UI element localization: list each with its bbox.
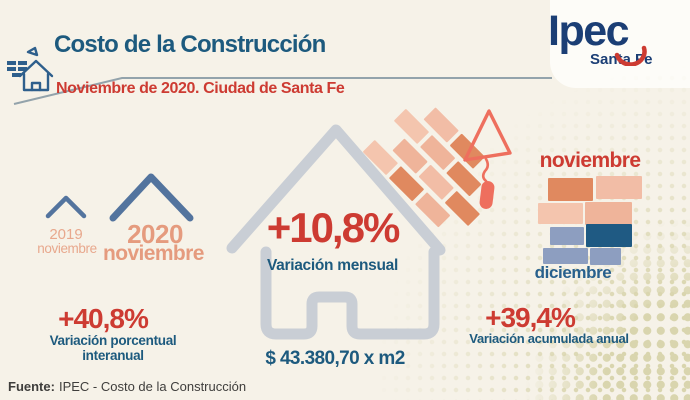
brick <box>548 178 593 201</box>
trowel-icon <box>463 109 512 209</box>
curr-year-label: 2020 <box>127 219 183 249</box>
brick <box>586 224 632 247</box>
curr-month-label: noviembre <box>103 242 204 265</box>
house-construction-icon <box>7 46 54 92</box>
month-diciembre-label: diciembre <box>534 263 612 282</box>
accumulated-variation-value: +39,4% <box>485 302 576 333</box>
roof-2019-icon <box>45 195 87 219</box>
page-subtitle: Noviembre de 2020. Ciudad de Santa Fe <box>56 80 345 97</box>
brick <box>590 248 621 265</box>
roof-2020-icon <box>109 173 194 222</box>
house-walls-door <box>260 246 440 340</box>
ipec-logo-text: Ipec <box>548 7 630 55</box>
source-text: IPEC - Costo de la Construcción <box>58 379 247 394</box>
interannual-variation-caption: Variación porcentual interanual <box>49 333 177 363</box>
brick <box>543 248 588 264</box>
interannual-variation-value: +40,8% <box>58 303 149 334</box>
brick <box>585 202 632 225</box>
prev-year-label: 2019 <box>49 226 83 243</box>
page-title: Costo de la Construcción <box>54 31 326 58</box>
brick <box>538 203 583 224</box>
ipec-logo-red-arc-icon <box>614 45 647 66</box>
year-roofs-icon <box>45 173 194 222</box>
prev-month-label: noviembre <box>37 241 97 256</box>
month-noviembre-label: noviembre <box>539 149 641 172</box>
monthly-variation-caption: Variación mensual <box>266 257 399 274</box>
ipec-logo-wordmark: Ipec <box>548 7 680 66</box>
house-outline-graphic <box>226 124 446 340</box>
source-label: Fuente: <box>8 379 55 394</box>
header-divider <box>13 77 552 105</box>
source-note: Fuente: IPEC - Costo de la Construcción <box>8 379 246 394</box>
ipec-logo: Ipec Santa Fe <box>548 7 680 69</box>
brick <box>550 227 584 245</box>
price-per-m2: $ 43.380,70 x m2 <box>265 348 405 369</box>
house-roof <box>226 124 446 256</box>
brick <box>596 176 642 199</box>
monthly-variation-value: +10,8% <box>266 204 401 251</box>
accumulated-variation-caption: Variación acumulada anual <box>469 331 629 346</box>
